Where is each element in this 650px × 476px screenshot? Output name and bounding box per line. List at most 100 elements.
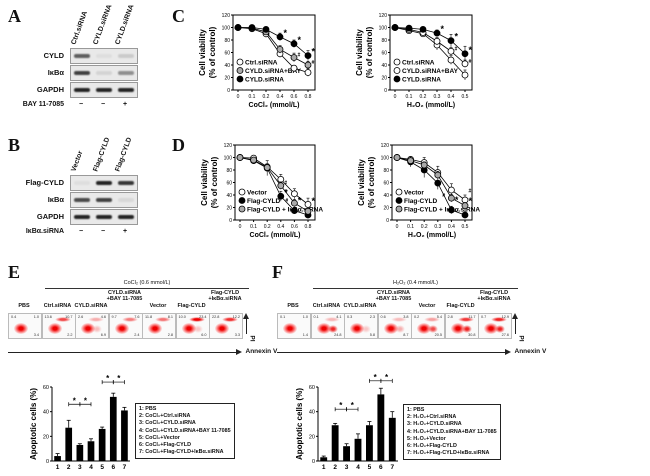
data-point — [434, 179, 442, 187]
flow-plot: 0.6 3.8 8.7 — [377, 313, 412, 339]
y-tick-label: 60 — [226, 180, 232, 186]
bar — [98, 428, 106, 461]
band — [118, 88, 134, 92]
cell-population-late-apoptotic — [390, 317, 407, 322]
flow-plot: 0.1 1.0 1.4 — [277, 313, 311, 339]
cell-population-live — [181, 323, 196, 334]
y-tick-label: 100 — [381, 155, 390, 161]
flow-plot: 11.8 8.1 2.8 — [142, 313, 176, 339]
treatment-value: − — [79, 228, 84, 235]
legend-label: Flag-CYLD + IκBα.siRNA — [247, 207, 323, 214]
group-label-line1: Flag-CYLD — [210, 290, 240, 296]
data-point — [276, 33, 284, 41]
y-tick-label: 40 — [383, 193, 389, 199]
x-axis-label: Annexin V — [245, 348, 278, 355]
legend-entry: 6: CoCl₂+Flag-CYLD — [139, 442, 191, 449]
y-tick-label: 0 — [46, 459, 49, 465]
significance-mark: * — [455, 195, 459, 205]
y-tick-label: 0 — [384, 88, 387, 94]
cell-population-early-apoptotic — [495, 325, 505, 333]
legend-label: Ctrl.siRNA — [402, 60, 435, 67]
x-axis-label: CoCl₂ (mmol/L) — [249, 102, 300, 109]
quadrant-lr: 2.4 — [134, 333, 140, 337]
y-tick-label: 80 — [383, 168, 389, 174]
x-tick-label: 6 — [111, 464, 115, 471]
treatment-value: + — [123, 101, 128, 108]
significance-mark: # — [442, 193, 445, 199]
cell-population-early-apoptotic — [428, 325, 438, 333]
data-point — [290, 40, 298, 48]
x-tick-label: 0.3 — [434, 94, 441, 100]
group-label: Ctrl.siRNA — [309, 303, 345, 309]
significance-mark: * — [84, 396, 88, 405]
x-axis-label: H₂O₂ (mmol/L) — [408, 232, 456, 239]
quadrant-lr: 2.8 — [167, 333, 173, 337]
data-point — [461, 202, 469, 210]
y-tick-label: 20 — [381, 75, 387, 81]
significance-mark: # — [285, 198, 288, 204]
cell-population-live — [148, 323, 162, 334]
quadrant-lr: 2.2 — [67, 333, 73, 337]
band — [74, 198, 90, 202]
quadrant-ur: 11.7 — [468, 315, 476, 319]
x-tick-label: 0.4 — [277, 224, 284, 230]
bar — [76, 444, 84, 461]
y-tick-label: 60 — [309, 385, 315, 391]
x-tick-label: 0.5 — [462, 224, 469, 230]
data-point — [304, 61, 312, 69]
quadrant-lr: 24.8 — [334, 333, 342, 337]
quadrant-ur: 2.3 — [369, 315, 375, 319]
y-axis-label: Cell viability — [198, 29, 207, 76]
quadrant-ul: 0.4 — [11, 315, 17, 319]
x-tick-label: 3 — [345, 464, 349, 471]
cell-population-live — [114, 323, 129, 334]
data-point — [461, 71, 469, 79]
legend-entry: 7: H₂O₂+Flag-CYLD+IκBα.siRNA — [407, 450, 490, 457]
data-point — [405, 24, 413, 32]
x-tick-label: 5 — [368, 464, 372, 471]
legend-marker — [393, 58, 401, 66]
group-label: Flag-CYLD +IκBα.siRNA — [207, 290, 243, 302]
y-tick-label: 80 — [226, 168, 232, 174]
data-point — [277, 182, 285, 190]
x-tick-label: 0 — [396, 224, 399, 230]
data-point — [447, 47, 455, 55]
bar-legend: 1: PBS 2: H₂O₂+Ctrl.siRNA 3: H₂O₂+CYLD.siR… — [403, 404, 501, 461]
legend-marker — [393, 67, 401, 74]
group-label-line2: Ctrl.siRNA — [312, 303, 341, 309]
data-point — [304, 52, 312, 60]
legend-label: Vector — [404, 190, 424, 197]
quadrant-lr: 8.7 — [403, 333, 409, 337]
bar — [331, 425, 339, 461]
y-tick-label: 20 — [309, 434, 315, 440]
quadrant-lr: 6.9 — [100, 333, 106, 337]
y-tick-label: 0 — [229, 218, 232, 224]
cell-population-live — [450, 323, 465, 334]
cell-population-live — [47, 323, 62, 334]
data-point — [434, 171, 442, 179]
group-label-line2: PBS — [287, 303, 299, 309]
quadrant-lr: 20.5 — [434, 333, 442, 337]
x-tick-label: 0.1 — [406, 94, 413, 100]
cell-population-early-apoptotic — [92, 325, 102, 333]
quadrant-ur: 12.2 — [232, 315, 240, 319]
y-tick-label: 40 — [43, 410, 49, 416]
legend-entry: 7: CoCl₂+Flag-CYLD+IκBα.siRNA — [139, 449, 224, 456]
quadrant-ul: 22.8 — [212, 315, 220, 319]
group-label: Vector — [140, 303, 176, 309]
quadrant-ul: 0.1 — [313, 315, 319, 319]
data-point — [290, 54, 298, 61]
significance-mark: # — [469, 189, 472, 195]
data-point — [407, 157, 415, 165]
legend-entry: 6: H₂O₂+Flag-CYLD — [407, 443, 457, 450]
x-tick-label: 0 — [237, 94, 240, 100]
data-point — [234, 24, 242, 31]
data-point — [393, 154, 401, 161]
y-axis-label: (% of control) — [367, 156, 376, 208]
data-point — [461, 196, 469, 204]
panel-letter-f: F — [272, 262, 283, 282]
legend-marker — [395, 205, 403, 213]
significance-mark: * — [298, 35, 302, 45]
quadrant-ul: 11.8 — [145, 315, 153, 319]
data-point — [433, 29, 441, 37]
